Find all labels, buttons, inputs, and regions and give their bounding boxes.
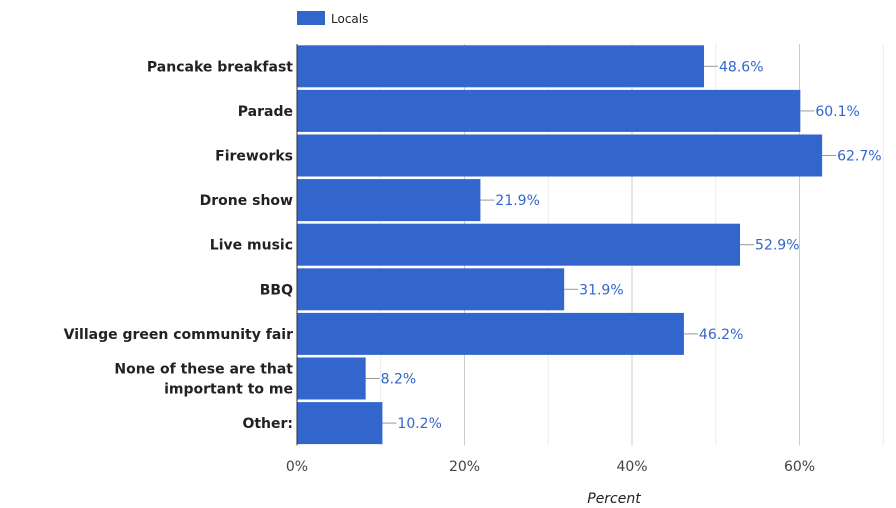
data-label: 46.2%: [699, 327, 743, 343]
bar: [297, 134, 823, 177]
bar: [297, 402, 383, 445]
category-label: Village green community fair: [64, 327, 293, 343]
x-tick-label: 60%: [784, 459, 815, 475]
category-labels: Pancake breakfast Parade Fireworks Drone sh…: [64, 59, 294, 432]
data-label: 8.2%: [381, 372, 417, 388]
x-tick-label: 0%: [286, 459, 308, 475]
data-label: 60.1%: [815, 104, 859, 120]
x-tick-labels: 0% 20% 40% 60%: [286, 459, 815, 475]
data-label: 10.2%: [397, 416, 441, 432]
category-label: Pancake breakfast: [147, 59, 293, 75]
category-label: None of these are that: [114, 362, 293, 378]
legend-label-locals: Locals: [331, 12, 368, 26]
data-label: 31.9%: [579, 282, 623, 298]
data-label: 62.7%: [837, 149, 881, 165]
legend-swatch: [297, 11, 325, 25]
bar: [297, 312, 684, 355]
x-axis-title: Percent: [587, 491, 641, 507]
category-label: Other:: [242, 416, 293, 432]
data-label: 52.9%: [755, 238, 799, 254]
bars: 48.6% 60.1% 62.7% 21.9% 52.9% 31.9% 46.2% 8.2% 1…: [296, 44, 882, 446]
category-label: Fireworks: [215, 149, 293, 165]
bar: [297, 179, 481, 222]
category-label: Parade: [238, 104, 293, 120]
category-label: Drone show: [200, 193, 293, 209]
category-label: important to me: [164, 382, 293, 398]
bar: [297, 89, 801, 132]
data-label: 21.9%: [495, 193, 539, 209]
bar: [297, 223, 741, 266]
legend: Locals: [297, 11, 368, 26]
x-tick-label: 40%: [616, 459, 647, 475]
category-label: BBQ: [260, 282, 293, 298]
bar: [297, 45, 705, 88]
bar: [297, 268, 565, 311]
category-label: Live music: [210, 238, 293, 254]
x-tick-label: 20%: [449, 459, 480, 475]
data-label: 48.6%: [719, 59, 763, 75]
bar: [297, 357, 366, 400]
